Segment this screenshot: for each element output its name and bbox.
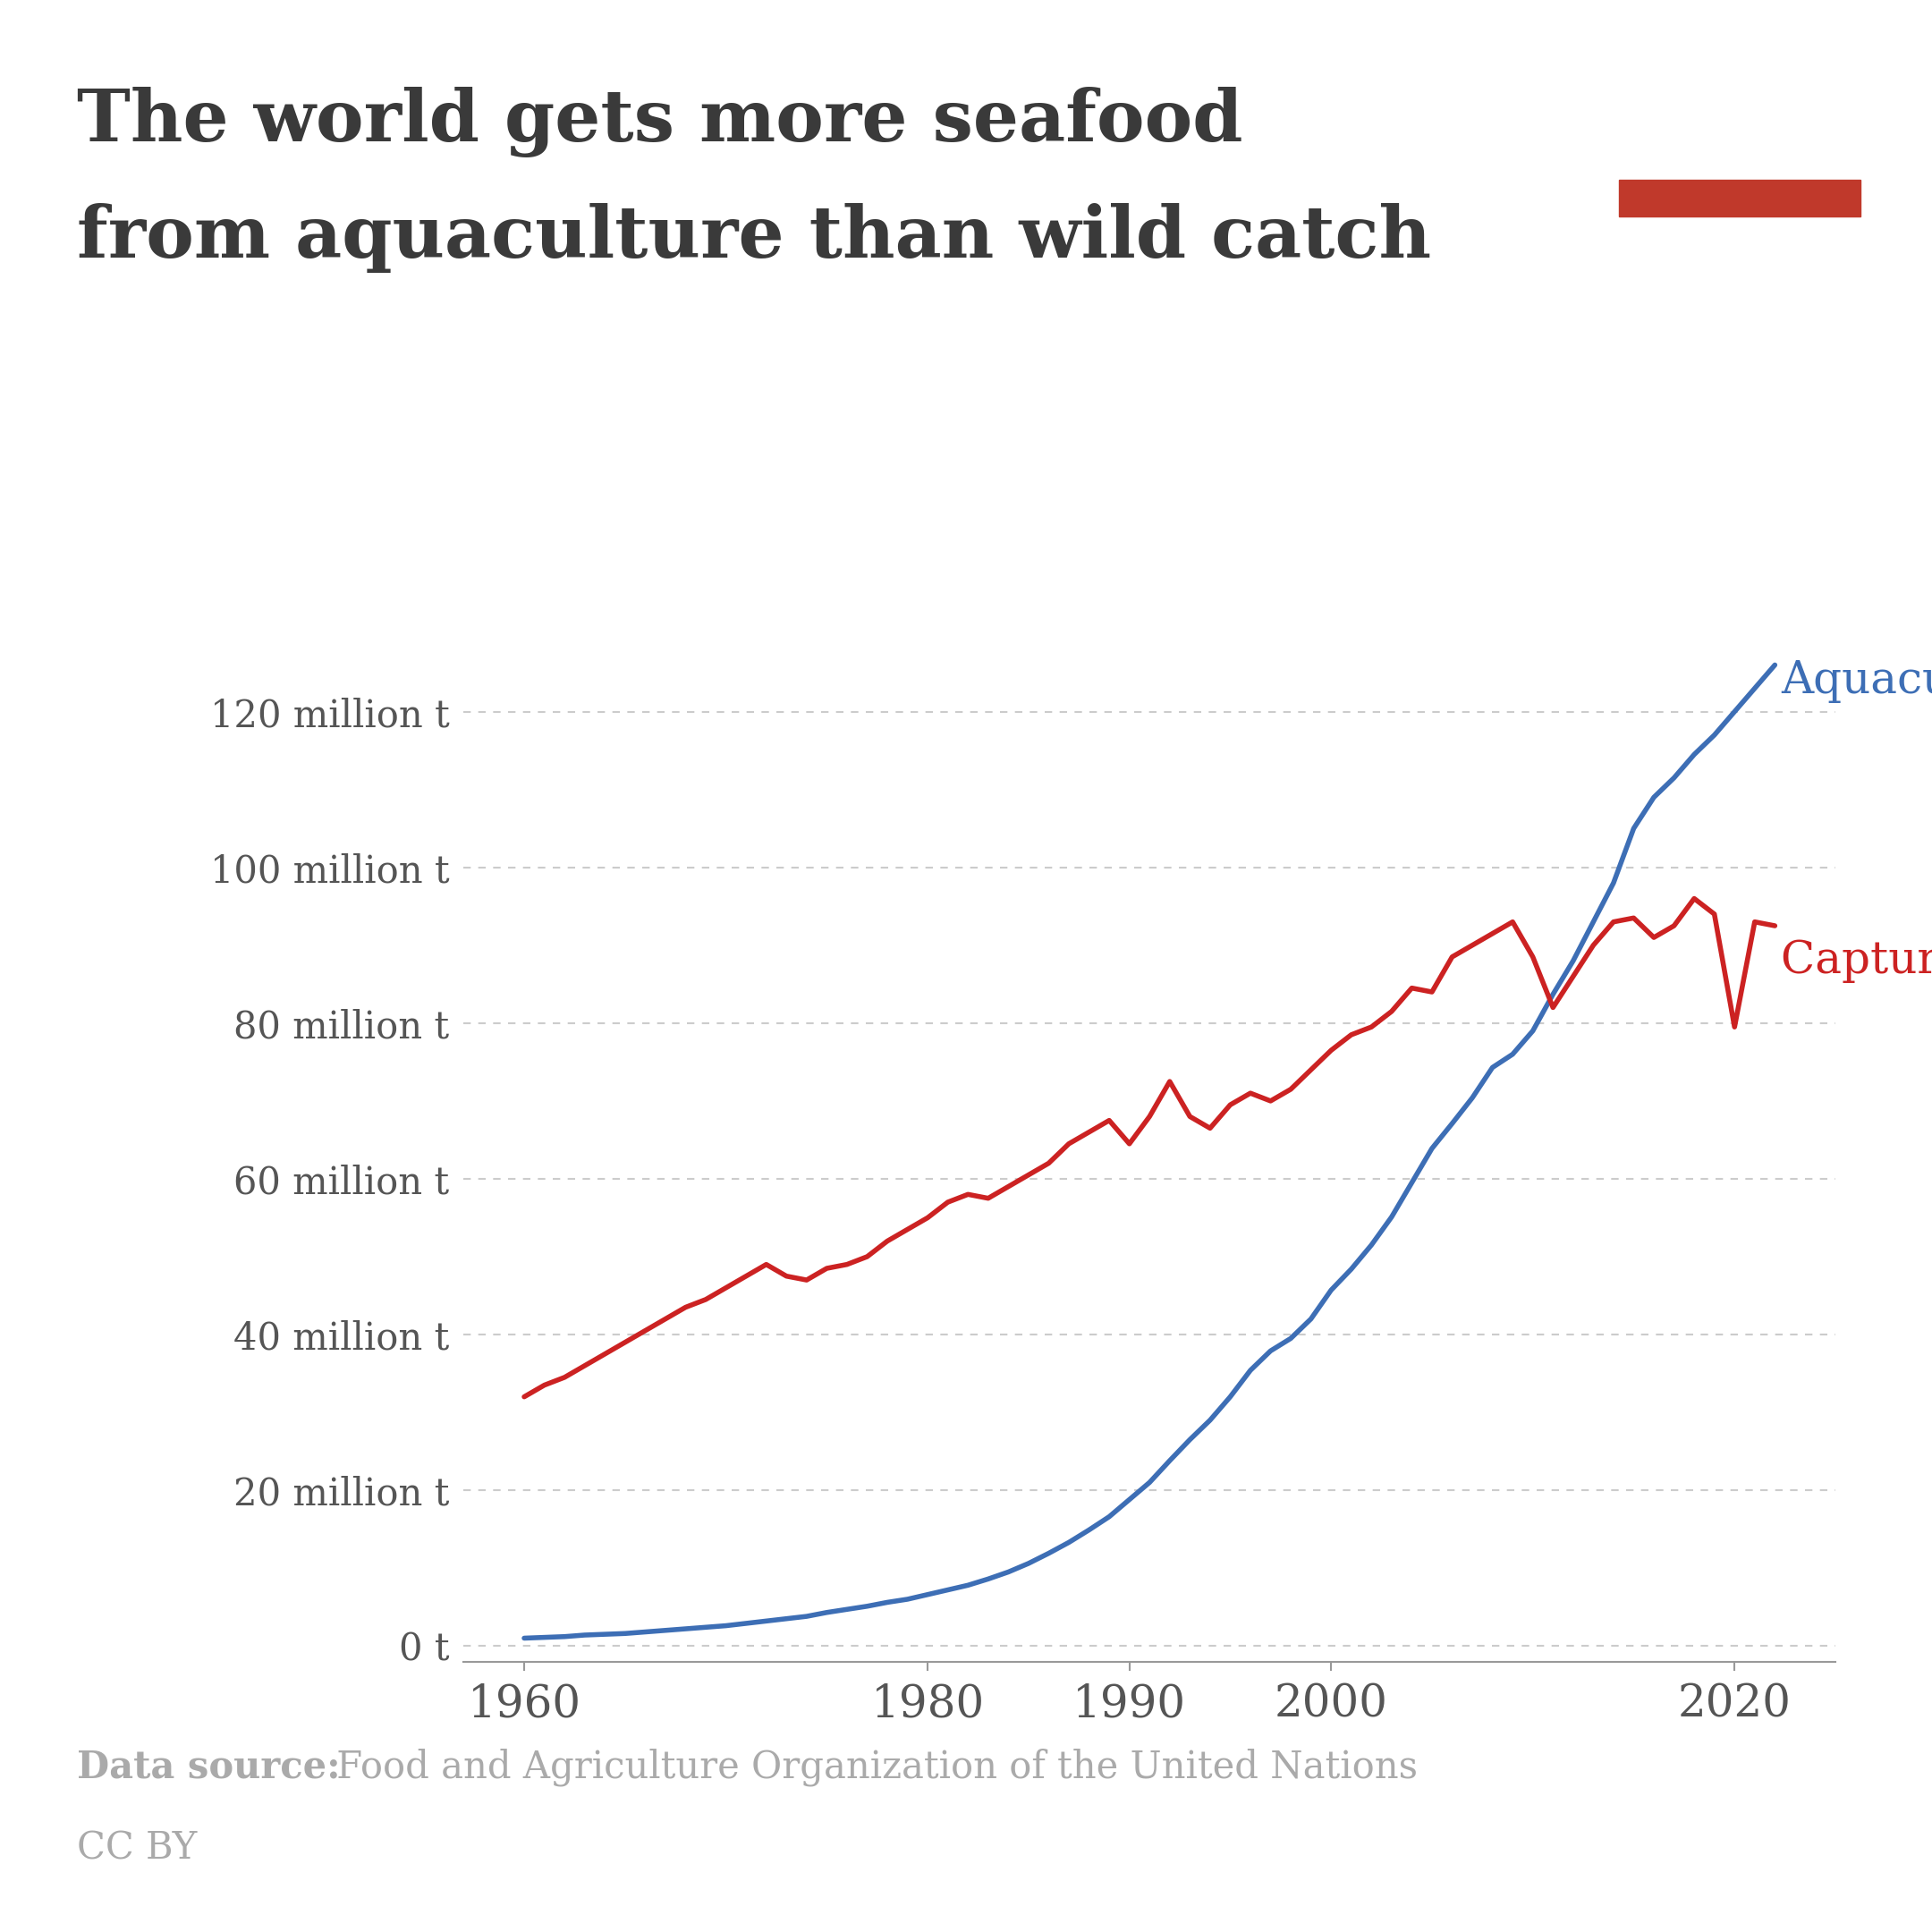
Text: Capture fisheries: Capture fisheries: [1781, 939, 1932, 983]
Text: CC BY: CC BY: [77, 1830, 197, 1866]
Text: Data source:: Data source:: [77, 1748, 340, 1785]
Text: The world gets more seafood: The world gets more seafood: [77, 87, 1242, 158]
Text: Aquaculture: Aquaculture: [1781, 659, 1932, 703]
Text: Our World: Our World: [1654, 64, 1826, 93]
Text: in Data: in Data: [1679, 114, 1801, 143]
Bar: [1619, 180, 1861, 216]
Text: Food and Agriculture Organization of the United Nations: Food and Agriculture Organization of the…: [325, 1748, 1418, 1787]
Text: from aquaculture than wild catch: from aquaculture than wild catch: [77, 203, 1432, 272]
